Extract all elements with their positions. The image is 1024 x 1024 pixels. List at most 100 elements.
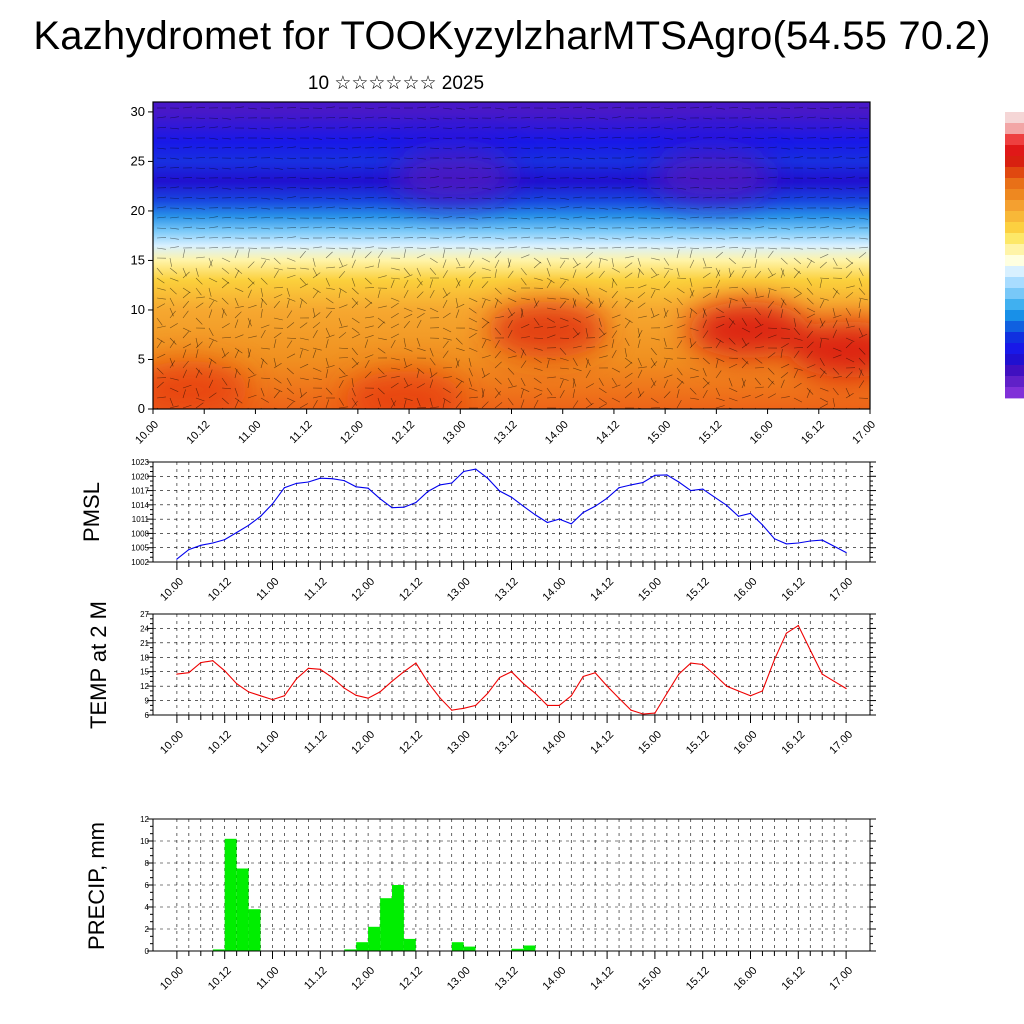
wind-barb [338, 137, 349, 140]
x-tick-label: 14.00 [543, 419, 571, 447]
wind-barb [832, 156, 842, 159]
wind-barb [260, 359, 264, 369]
data-point [188, 549, 190, 551]
wind-barb [299, 147, 310, 149]
wind-barb [325, 307, 336, 309]
wind-barb [858, 299, 861, 309]
wind-barb [559, 257, 570, 260]
wind-barb [780, 379, 785, 389]
wind-barb [169, 360, 176, 369]
wind-barb [351, 227, 362, 229]
wind-barb [598, 216, 608, 219]
wind-barb [221, 387, 232, 390]
wind-barb [247, 261, 255, 269]
wind-barb [325, 217, 336, 219]
wind-barb [338, 304, 348, 309]
wind-barb [858, 347, 866, 355]
data-point [355, 694, 357, 696]
wind-barb [455, 277, 461, 287]
wind-barb [585, 359, 589, 369]
wind-barb [403, 279, 409, 289]
wind-barb [819, 357, 825, 366]
wind-barb [260, 207, 270, 210]
wind-barb [182, 389, 186, 399]
wind-barb [273, 286, 284, 289]
wind-barb [676, 196, 687, 199]
wind-barb [689, 327, 699, 332]
wind-barb [546, 297, 556, 300]
data-point [510, 671, 513, 673]
wind-barb [364, 196, 375, 199]
wind-barb [767, 167, 778, 170]
wind-barb [468, 327, 478, 332]
wind-barb [845, 167, 856, 169]
wind-barb [390, 397, 396, 407]
wind-barb [364, 339, 369, 349]
x-tick-label: 14.12 [588, 965, 616, 993]
wind-barb [429, 147, 440, 149]
wind-barb [156, 396, 166, 399]
colorbar-cell [1005, 321, 1024, 333]
wind-barb [208, 237, 219, 239]
wind-barb [572, 127, 583, 129]
y-tick-label: 8 [145, 859, 150, 868]
wind-barb [351, 387, 356, 397]
wind-barb [286, 287, 290, 297]
wind-barb [338, 257, 343, 267]
wind-barb [234, 397, 243, 404]
precip-bars [200, 838, 751, 951]
wind-barb [702, 206, 712, 209]
wind-barb [286, 257, 296, 262]
wind-barb [832, 147, 843, 149]
wind-barb [455, 207, 466, 209]
data-point [451, 482, 453, 484]
wind-barb [533, 167, 544, 169]
wind-barb [858, 146, 868, 149]
wind-barb [338, 317, 343, 327]
wind-barb [455, 197, 466, 200]
wind-barb [845, 127, 855, 130]
colorbar-cell [1005, 211, 1024, 223]
wind-barb [338, 247, 349, 250]
wind-barb [195, 267, 199, 277]
wind-barb [624, 262, 633, 269]
wind-barb [572, 269, 577, 279]
wind-barb [611, 207, 621, 210]
wind-barb [247, 335, 257, 339]
wind-barb [468, 156, 478, 159]
wind-barb [676, 146, 686, 149]
wind-barb [676, 217, 686, 220]
wind-barb [533, 297, 538, 307]
data-point [283, 695, 285, 697]
data-point [427, 681, 429, 683]
wind-barb [858, 186, 869, 189]
wind-barb [403, 274, 413, 279]
x-tick-label: 11.00 [254, 965, 281, 992]
wind-barb [260, 257, 270, 261]
wind-barb [403, 207, 413, 210]
wind-barb [299, 226, 309, 229]
wind-barb [559, 325, 569, 329]
wind-barb [676, 126, 686, 129]
wind-barb [806, 313, 816, 319]
wind-barb [819, 387, 829, 392]
wind-barb [572, 379, 575, 389]
wind-barb [416, 197, 427, 200]
wind-barb [611, 339, 615, 349]
wind-barb [819, 297, 829, 301]
wind-barb [663, 226, 674, 229]
wind-barb [364, 251, 372, 259]
wind-barb [182, 300, 190, 309]
wind-barb [338, 325, 348, 329]
wind-barb [767, 377, 775, 385]
wind-barb [663, 280, 671, 289]
wind-barb [195, 167, 206, 169]
y-tick-label: 0 [138, 401, 145, 416]
wind-barb [208, 337, 218, 342]
wind-barb [364, 206, 375, 209]
wind-barb [533, 216, 544, 219]
y-tick-label: 20 [131, 203, 145, 218]
wind-barb [611, 246, 622, 249]
wind-barb [507, 397, 514, 406]
